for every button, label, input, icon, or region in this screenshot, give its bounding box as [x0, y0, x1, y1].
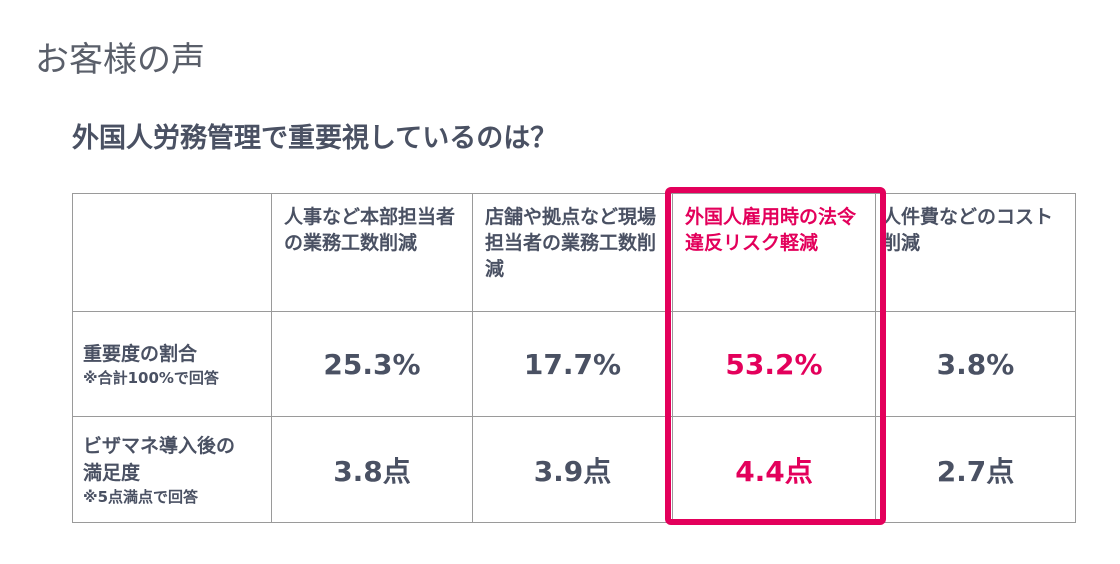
cell: 4.4点: [672, 416, 876, 523]
subtitle: 外国人労務管理で重要視しているのは？: [72, 123, 558, 154]
highlight-box: [665, 187, 886, 525]
column-header: 外国人雇用時の法令違反リスク軽減: [672, 193, 876, 312]
row-note: ※5点満点で回答: [83, 487, 199, 506]
survey-table: 人事など本部担当者の業務工数削減 店舗や拠点など現場担当者の業務工数削減 外国人…: [72, 193, 1076, 523]
corner-cell: [72, 193, 272, 312]
cell: 17.7%: [472, 311, 673, 417]
cell: 53.2%: [672, 311, 876, 417]
cell: 25.3%: [271, 311, 473, 417]
row-header: 重要度の割合 ※合計100%で回答: [72, 311, 272, 417]
row-note: ※合計100%で回答: [83, 368, 219, 387]
row-label: 重要度の割合: [83, 342, 198, 365]
cell: 3.8%: [875, 311, 1076, 417]
page-title: お客様の声: [35, 40, 205, 80]
column-header: 店舗や拠点など現場担当者の業務工数削減: [472, 193, 673, 312]
cell: 3.9点: [472, 416, 673, 523]
row-label: ビザマネ導入後の満足度: [83, 434, 236, 484]
cell: 2.7点: [875, 416, 1076, 523]
column-header: 人件費などのコスト削減: [875, 193, 1076, 312]
column-header: 人事など本部担当者の業務工数削減: [271, 193, 473, 312]
row-header: ビザマネ導入後の満足度 ※5点満点で回答: [72, 416, 272, 523]
cell: 3.8点: [271, 416, 473, 523]
